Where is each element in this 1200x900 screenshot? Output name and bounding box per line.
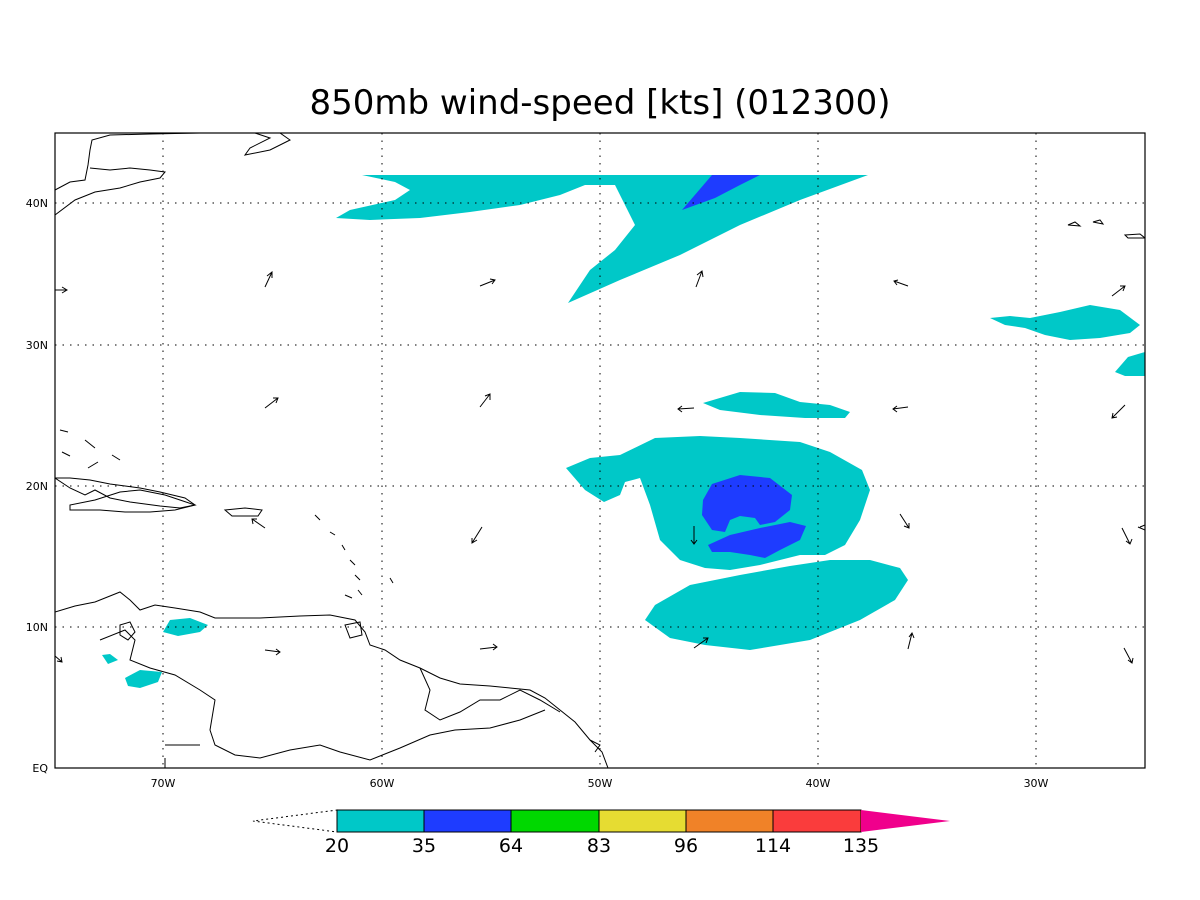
wind-arrow — [677, 405, 695, 413]
coast-south-america — [55, 591, 609, 768]
colorbar: 20 35 64 83 96 114 135 — [252, 809, 950, 857]
wind-arrow — [479, 643, 498, 651]
colorbar-label: 35 — [412, 835, 436, 857]
shade-north-core — [682, 175, 760, 210]
wind-arrow — [893, 279, 909, 287]
coast-colombia-interior — [99, 629, 546, 761]
x-tick-label: 40W — [806, 777, 831, 790]
wind-arrow — [907, 631, 915, 650]
wind-arrow — [251, 518, 266, 529]
wind-vectors — [55, 270, 1145, 664]
colorbar-label: 135 — [843, 835, 879, 857]
coast-newfoundland — [1067, 219, 1145, 239]
grid-lines — [55, 133, 1145, 768]
colorbar-swatch — [510, 809, 600, 833]
coast-guianas — [419, 667, 561, 721]
shade-ven-patch-3 — [125, 670, 162, 688]
y-tick-label: 10N — [26, 621, 48, 634]
colorbar-label: 83 — [587, 835, 611, 857]
wind-arrow — [264, 270, 273, 288]
colorbar-label: 64 — [499, 835, 523, 857]
coast-trinidad — [344, 621, 363, 639]
wind-arrow — [55, 286, 68, 294]
coast-lake-maracaibo — [119, 621, 136, 641]
x-axis: 70W 60W 50W 40W 30W — [151, 777, 1049, 790]
wind-arrow — [892, 405, 909, 413]
wind-arrow — [479, 278, 496, 287]
wind-arrow — [479, 393, 491, 408]
map-title: 850mb wind-speed [kts] (012300) — [310, 83, 891, 123]
coast-bahamas — [59, 429, 121, 469]
wind-arrow — [264, 648, 281, 656]
plot-frame — [54, 132, 1146, 769]
shade-hurricane-core-s — [708, 522, 806, 558]
wind-arrow — [1121, 527, 1133, 545]
colorbar-swatch — [598, 809, 687, 833]
y-tick-label: 20N — [26, 480, 48, 493]
coast-new-england — [55, 167, 166, 216]
x-tick-label: 60W — [370, 777, 395, 790]
wind-arrow — [1123, 647, 1134, 664]
shade-hurricane-core — [702, 475, 792, 532]
wind-arrow — [899, 513, 910, 529]
shade-band-25n — [703, 392, 850, 418]
colorbar-high-extend — [861, 810, 950, 832]
coast-puerto-rico — [223, 507, 263, 517]
x-tick-label: 70W — [151, 777, 176, 790]
shade-east-edge — [1115, 352, 1145, 376]
y-tick-label: EQ — [32, 762, 48, 775]
coastlines — [55, 133, 1145, 768]
colorbar-swatch — [685, 809, 774, 833]
wind-arrow — [471, 526, 483, 544]
wind-arrow — [55, 655, 63, 663]
coast-hispaniola — [69, 489, 197, 513]
shading-35-64 — [682, 175, 806, 558]
shade-ven-patch-2 — [102, 654, 118, 664]
shade-north-tongue — [336, 175, 868, 303]
shade-ven-patch-1 — [163, 618, 208, 636]
coast-lesser-antilles — [314, 514, 394, 599]
colorbar-label: 20 — [325, 835, 349, 857]
y-tick-label: 40N — [26, 197, 48, 210]
colorbar-label: 96 — [674, 835, 698, 857]
wind-arrow — [264, 397, 279, 409]
wind-arrow — [1111, 404, 1126, 419]
colorbar-label: 114 — [755, 835, 791, 857]
colorbar-swatch — [423, 809, 512, 833]
wind-arrow — [693, 637, 709, 649]
wind-arrow — [1111, 285, 1126, 297]
colorbar-swatch — [336, 809, 425, 833]
y-tick-label: 30N — [26, 339, 48, 352]
colorbar-swatch — [772, 809, 862, 833]
y-axis: EQ 10N 20N 30N 40N — [26, 197, 49, 775]
shade-south-lobe — [645, 560, 908, 650]
x-tick-label: 50W — [588, 777, 613, 790]
wind-arrow — [690, 526, 698, 545]
wind-arrow — [695, 270, 704, 288]
wind-arrow — [1137, 524, 1145, 531]
shade-east-band — [990, 305, 1140, 340]
coast-amazon-mouth — [164, 739, 601, 768]
x-tick-label: 30W — [1024, 777, 1049, 790]
